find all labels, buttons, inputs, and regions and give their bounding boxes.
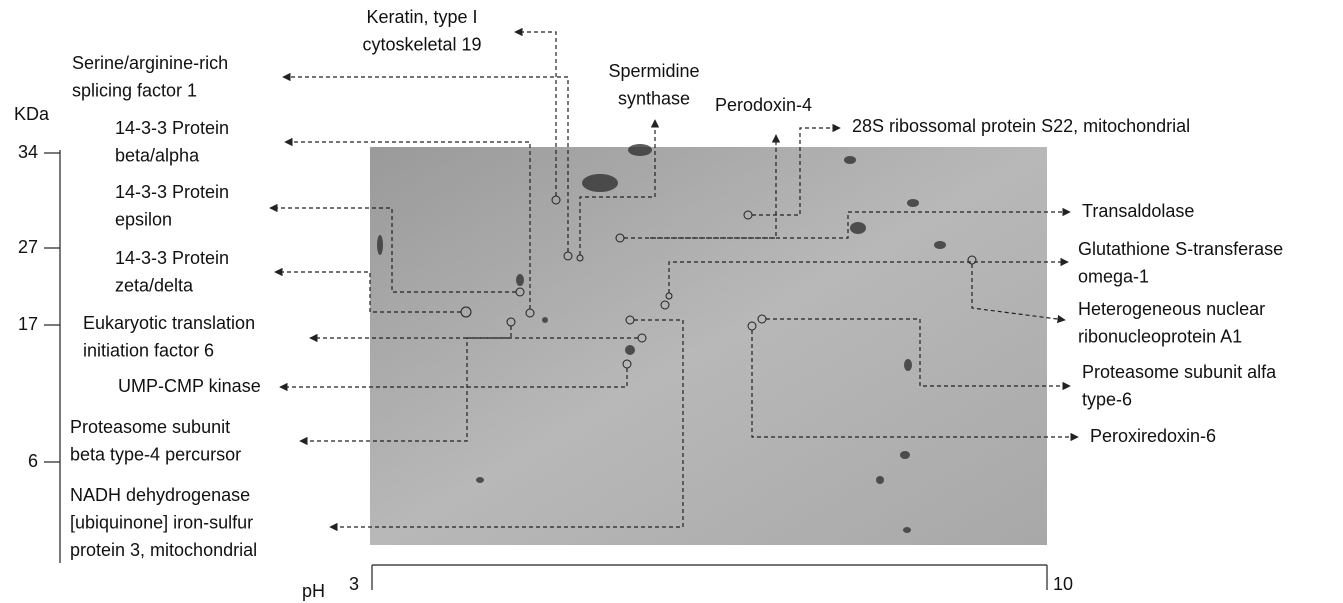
protein-label: 14-3-3 Protein: [115, 248, 229, 268]
protein-label: Keratin, type I: [366, 7, 477, 27]
protein-label: Perodoxin-4: [715, 95, 812, 115]
protein-label: NADH dehydrogenase: [70, 485, 250, 505]
protein-label: [ubiquinone] iron-sulfur: [70, 512, 253, 532]
protein-label: 28S ribossomal protein S22, mitochondria…: [852, 116, 1190, 136]
protein-label: splicing factor 1: [72, 80, 197, 100]
y-tick-label: 27: [18, 237, 38, 257]
y-tick-label: 34: [18, 142, 38, 162]
protein-label: zeta/delta: [115, 275, 194, 295]
protein-label: epsilon: [115, 209, 172, 229]
protein-label: ribonucleoprotein A1: [1078, 326, 1242, 346]
x-axis-unit: pH: [302, 581, 325, 601]
protein-label: Peroxiredoxin-6: [1090, 426, 1216, 446]
protein-label: Transaldolase: [1082, 201, 1194, 221]
protein-label: Spermidine: [608, 61, 699, 81]
protein-label: protein 3, mitochondrial: [70, 540, 257, 560]
x-tick-label: 10: [1053, 574, 1073, 594]
protein-label: omega-1: [1078, 266, 1149, 286]
protein-label: type-6: [1082, 389, 1132, 409]
protein-label: Proteasome subunit alfa: [1082, 362, 1277, 382]
protein-label: 14-3-3 Protein: [115, 118, 229, 138]
protein-label: UMP-CMP kinase: [118, 376, 261, 396]
protein-label: Proteasome subunit: [70, 417, 230, 437]
protein-label: cytoskeletal 19: [362, 34, 481, 54]
protein-label: Serine/arginine-rich: [72, 53, 228, 73]
x-tick-label: 3: [349, 574, 359, 594]
protein-label: beta type-4 percursor: [70, 444, 241, 464]
protein-label: beta/alpha: [115, 145, 200, 165]
gel-figure: KDa pH Keratin, type I cytoskeletal 19 Ser…: [0, 0, 1343, 603]
y-tick-label: 6: [28, 451, 38, 471]
protein-label: Heterogeneous nuclear: [1078, 299, 1265, 319]
protein-label: Eukaryotic translation: [83, 313, 255, 333]
protein-label: synthase: [618, 88, 690, 108]
y-tick-label: 17: [18, 314, 38, 334]
y-axis-unit: KDa: [14, 104, 50, 124]
protein-label: initiation factor 6: [83, 340, 214, 360]
protein-label: 14-3-3 Protein: [115, 182, 229, 202]
protein-label: Glutathione S-transferase: [1078, 239, 1283, 259]
gel: [370, 144, 1047, 545]
